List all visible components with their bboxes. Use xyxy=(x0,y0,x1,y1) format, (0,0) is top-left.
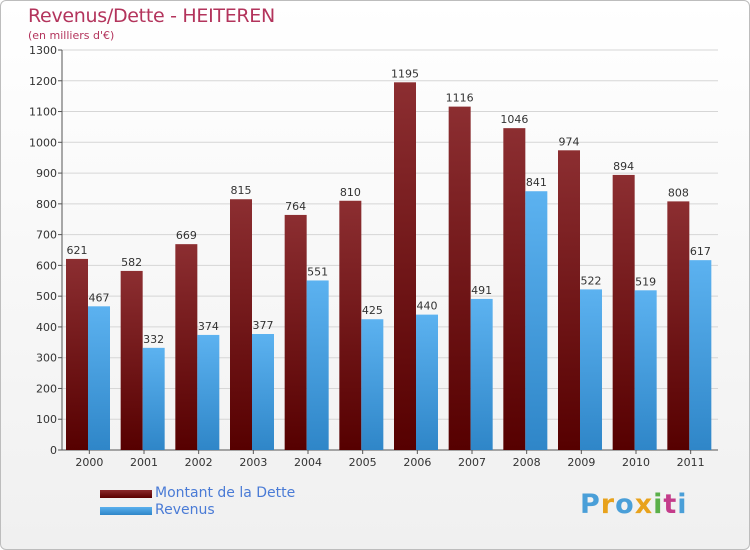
data-label: 764 xyxy=(285,200,306,213)
bar-revenue xyxy=(416,314,438,450)
data-label: 808 xyxy=(668,186,689,199)
data-label: 669 xyxy=(176,229,197,242)
bar-debt xyxy=(175,244,198,450)
logo-letter: i xyxy=(677,489,688,520)
y-tick-label: 1000 xyxy=(29,136,57,149)
y-tick-label: 500 xyxy=(36,290,57,303)
bar-revenue xyxy=(470,298,493,450)
data-label: 1195 xyxy=(391,67,419,80)
logo-letter: i xyxy=(653,489,664,520)
y-tick-label: 300 xyxy=(36,352,57,365)
bar-debt xyxy=(503,128,526,450)
bar-revenue xyxy=(580,289,602,450)
proxiti-logo: Proxiti xyxy=(580,489,688,520)
y-tick-label: 1100 xyxy=(29,106,57,119)
bar-revenue xyxy=(525,191,548,450)
bar-revenue xyxy=(306,280,329,450)
logo-letter: o xyxy=(615,489,635,520)
x-tick-label: 2004 xyxy=(294,456,322,469)
bar-revenue xyxy=(252,334,274,450)
x-tick-label: 2002 xyxy=(185,456,213,469)
data-label: 815 xyxy=(231,184,252,197)
data-label: 467 xyxy=(89,291,110,304)
y-tick-label: 600 xyxy=(36,259,57,272)
x-tick-label: 2003 xyxy=(239,456,267,469)
bar-debt xyxy=(120,270,143,450)
bar-revenue xyxy=(197,334,220,450)
chart-title: Revenus/Dette - HEITEREN xyxy=(28,5,275,27)
data-label: 894 xyxy=(613,160,634,173)
x-tick-label: 2001 xyxy=(130,456,158,469)
legend-label-revenue: Revenus xyxy=(155,502,215,518)
y-tick-label: 1200 xyxy=(29,75,57,88)
bar-revenue xyxy=(634,290,657,450)
data-label: 841 xyxy=(526,176,547,189)
x-tick-label: 2010 xyxy=(622,456,650,469)
legend-label-debt: Montant de la Dette xyxy=(155,485,296,501)
bar-revenue xyxy=(142,347,165,450)
y-tick-label: 1300 xyxy=(29,44,57,57)
data-label: 1116 xyxy=(446,92,474,105)
y-tick-label: 400 xyxy=(36,321,57,334)
y-tick-label: 700 xyxy=(36,229,57,242)
y-tick-label: 900 xyxy=(36,167,57,180)
data-label: 551 xyxy=(307,265,328,278)
data-label: 440 xyxy=(417,300,438,313)
y-tick-label: 200 xyxy=(36,382,57,395)
data-label: 617 xyxy=(690,245,711,258)
logo-letter: P xyxy=(580,489,601,520)
logo-letter: t xyxy=(663,489,678,520)
x-tick-label: 2009 xyxy=(567,456,595,469)
bar-debt xyxy=(230,199,252,450)
y-tick-label: 100 xyxy=(36,413,57,426)
bar-debt xyxy=(558,150,580,451)
logo-letter: r xyxy=(600,489,616,520)
x-tick-label: 2005 xyxy=(349,456,377,469)
data-label: 332 xyxy=(143,333,164,346)
chart-subtitle: (en milliers d'€) xyxy=(28,29,115,42)
bar-debt xyxy=(667,201,690,450)
x-tick-label: 2011 xyxy=(677,456,705,469)
data-label: 810 xyxy=(340,186,361,199)
data-label: 1046 xyxy=(500,113,528,126)
y-tick-label: 800 xyxy=(36,198,57,211)
bar-revenue xyxy=(88,306,110,450)
x-tick-label: 2008 xyxy=(513,456,541,469)
data-label: 974 xyxy=(559,135,580,148)
bar-debt xyxy=(66,258,88,450)
data-label: 522 xyxy=(581,274,602,287)
data-label: 519 xyxy=(635,275,656,288)
data-label: 582 xyxy=(121,256,142,269)
data-label: 425 xyxy=(362,304,383,317)
legend-swatch-revenue xyxy=(100,507,152,515)
x-tick-label: 2007 xyxy=(458,456,486,469)
legend-swatch-debt xyxy=(100,490,152,498)
data-label: 374 xyxy=(198,320,219,333)
data-label: 377 xyxy=(253,319,274,332)
x-tick-label: 2000 xyxy=(75,456,103,469)
y-tick-label: 0 xyxy=(50,444,57,457)
x-tick-label: 2006 xyxy=(403,456,431,469)
bar-debt xyxy=(612,174,635,450)
bar-revenue xyxy=(361,319,384,450)
bar-debt xyxy=(284,214,307,450)
bar-debt xyxy=(339,200,362,450)
data-label: 491 xyxy=(471,284,492,297)
bar-debt xyxy=(448,106,471,450)
data-label: 621 xyxy=(67,244,88,257)
bar-revenue xyxy=(689,260,712,450)
logo-letter: x xyxy=(634,489,654,520)
bar-debt xyxy=(394,82,416,451)
